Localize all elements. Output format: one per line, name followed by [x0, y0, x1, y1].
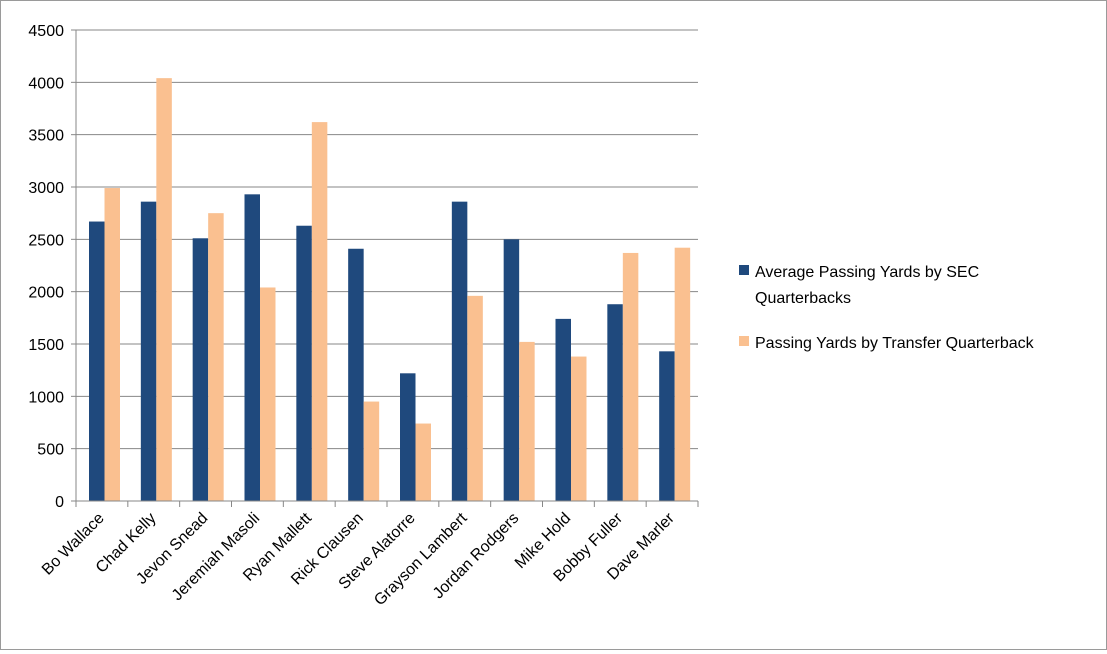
bar-series-2 — [311, 122, 328, 502]
y-tick-label: 1500 — [28, 337, 64, 354]
legend-label-2: Passing Yards by Transfer Quarterback — [755, 335, 1035, 352]
y-tick-labels: 0 500 1000 1500 2000 2500 3000 3500 4000 4500 — [28, 23, 64, 511]
bar-series-1 — [659, 351, 675, 501]
bar-series-1 — [244, 194, 260, 501]
bar-series-1 — [140, 201, 157, 502]
y-tick-label: 2500 — [28, 232, 64, 249]
bar-series-2 — [260, 287, 276, 501]
y-tick-label: 1000 — [28, 389, 64, 406]
legend: Average Passing Yards by SEC Quarterbacks… — [739, 264, 1035, 352]
legend-label-1: Quarterbacks — [755, 290, 851, 307]
legend-label-1: Average Passing Yards by SEC — [755, 264, 979, 281]
bar-series-1 — [296, 225, 312, 501]
axes — [71, 29, 699, 507]
bar-series-2 — [622, 252, 639, 501]
x-tick-label: Jeremiah Masoli — [169, 510, 263, 604]
bar-series-2 — [156, 78, 172, 501]
y-tick-label: 2000 — [28, 285, 64, 302]
legend-swatch-2 — [739, 336, 749, 346]
y-tick-label: 500 — [37, 442, 64, 459]
bar-series-1 — [400, 373, 416, 501]
gridlines — [76, 29, 698, 450]
y-tick-label: 3500 — [28, 128, 64, 145]
x-tick-label: Grayson Lambert — [371, 509, 471, 609]
bar-series-2 — [415, 423, 431, 501]
bar-series-1 — [192, 238, 209, 501]
bar-series-2 — [363, 401, 380, 501]
bar-series-1 — [503, 239, 520, 502]
bar-series-2 — [674, 247, 691, 501]
bar-series-2 — [571, 356, 587, 501]
y-tick-label: 4000 — [28, 75, 64, 92]
y-tick-label: 3000 — [28, 180, 64, 197]
bar-series-2 — [519, 341, 535, 501]
bar-series-1 — [607, 304, 623, 501]
bar-series-1 — [348, 248, 364, 501]
y-tick-label: 4500 — [28, 23, 64, 40]
bar-series-2 — [104, 188, 120, 501]
legend-swatch-1 — [739, 265, 749, 275]
bar-series-2 — [208, 213, 224, 501]
bar-series-2 — [467, 295, 483, 501]
y-tick-label: 0 — [55, 494, 64, 511]
bar-series-1 — [555, 318, 571, 501]
bars — [89, 78, 691, 502]
bar-series-1 — [451, 201, 468, 502]
bar-series-1 — [89, 221, 105, 502]
